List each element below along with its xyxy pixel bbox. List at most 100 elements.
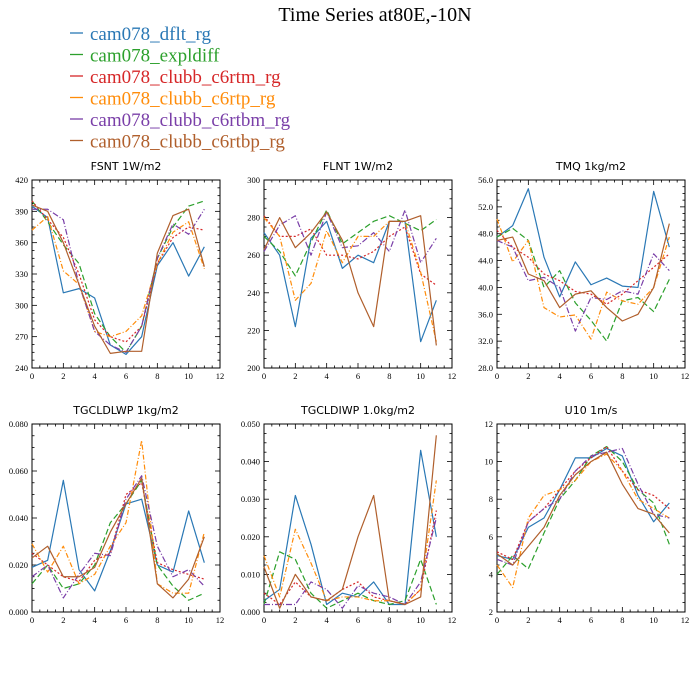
- x-tick-label: 6: [356, 615, 360, 625]
- panel-title: TGCLDLWP 1kg/m2: [72, 404, 178, 417]
- x-tick-label: 8: [620, 615, 624, 625]
- x-tick-label: 12: [216, 371, 225, 381]
- y-tick-label: 420: [15, 175, 28, 185]
- x-tick-label: 8: [155, 615, 159, 625]
- panel-title: TGCLDIWP 1.0kg/m2: [300, 404, 415, 417]
- x-tick-label: 4: [558, 615, 563, 625]
- legend-label: cam078_clubb_c6rtp_rg: [90, 89, 276, 110]
- y-tick-label: 56.0: [478, 175, 493, 185]
- legend: cam078_dflt_rgcam078_expldiffcam078_club…: [70, 24, 291, 153]
- series-line: [31, 204, 205, 354]
- y-tick-label: 40.0: [478, 282, 493, 292]
- y-tick-label: 0.010: [241, 569, 260, 579]
- x-tick-label: 10: [416, 615, 425, 625]
- y-tick-label: 0.000: [9, 607, 28, 617]
- y-tick-label: 36.0: [478, 309, 493, 319]
- y-tick-label: 390: [15, 206, 28, 216]
- x-tick-label: 10: [184, 371, 193, 381]
- series-line: [31, 479, 205, 592]
- series-line: [263, 551, 437, 609]
- series-line: [263, 211, 437, 346]
- series-line: [263, 449, 437, 606]
- plot-frame: [263, 179, 453, 369]
- x-tick-label: 10: [649, 371, 658, 381]
- series-line: [32, 208, 205, 353]
- x-tick-label: 12: [448, 615, 457, 625]
- series-line: [263, 480, 437, 606]
- series-line: [31, 479, 205, 601]
- x-tick-label: 0: [262, 615, 266, 625]
- series-line: [496, 239, 670, 332]
- x-tick-label: 2: [293, 615, 297, 625]
- legend-label: cam078_clubb_c6rtbm_rg: [90, 110, 291, 131]
- x-tick-label: 2: [526, 615, 530, 625]
- y-tick-label: 240: [15, 363, 28, 373]
- series-line: [496, 453, 670, 589]
- legend-label: cam078_clubb_c6rtm_rg: [90, 67, 281, 88]
- x-tick-label: 0: [262, 371, 266, 381]
- series-line: [264, 517, 437, 609]
- y-tick-label: 200: [247, 363, 260, 373]
- x-tick-label: 4: [93, 371, 98, 381]
- x-tick-label: 10: [416, 371, 425, 381]
- series-line: [496, 227, 670, 342]
- series-line: [31, 439, 205, 594]
- x-tick-label: 6: [124, 371, 128, 381]
- chart-panel: FLNT 1W/m2 0 2 4 6 8 10 12 200 220 240 260 280 300: [247, 160, 456, 381]
- y-tick-label: 0.060: [9, 466, 28, 476]
- legend-label: cam078_expldiff: [90, 46, 220, 67]
- y-tick-label: 330: [15, 269, 28, 279]
- y-tick-label: 2: [489, 607, 493, 617]
- y-tick-label: 44.0: [478, 256, 493, 266]
- y-tick-label: 32.0: [478, 336, 493, 346]
- y-tick-label: 4: [489, 569, 494, 579]
- x-tick-label: 10: [649, 615, 658, 625]
- series-line: [263, 209, 437, 264]
- panel-title: FLNT 1W/m2: [323, 160, 393, 173]
- y-tick-label: 0.040: [9, 513, 28, 523]
- x-tick-label: 2: [293, 371, 297, 381]
- y-tick-label: 10: [485, 457, 494, 467]
- plot-frame: [263, 423, 453, 613]
- y-tick-label: 6: [489, 532, 493, 542]
- y-tick-label: 0.030: [241, 494, 260, 504]
- series-line: [496, 223, 670, 322]
- x-tick-label: 12: [681, 371, 690, 381]
- figure-title: Time Series at80E,-10N: [278, 4, 471, 26]
- x-tick-label: 6: [589, 371, 593, 381]
- x-tick-label: 0: [495, 615, 499, 625]
- x-tick-label: 8: [387, 615, 391, 625]
- series-line: [263, 435, 437, 609]
- x-tick-label: 2: [61, 371, 65, 381]
- series-line: [496, 229, 670, 305]
- y-tick-label: 12: [485, 419, 494, 429]
- y-tick-label: 0.050: [241, 419, 260, 429]
- x-tick-label: 6: [124, 615, 128, 625]
- series-line: [496, 188, 670, 298]
- y-tick-label: 48.0: [478, 229, 493, 239]
- chart-panel: TGCLDLWP 1kg/m2 0 2 4 6 8 10 12 0.000 0.020 0.040 0…: [9, 404, 224, 625]
- x-tick-label: 12: [448, 371, 457, 381]
- series-line: [31, 477, 205, 599]
- y-tick-label: 360: [15, 238, 28, 248]
- chart-panel: FSNT 1W/m2 0 2 4 6 8 10 12 240 270 300 330 360 390 420: [15, 160, 224, 381]
- x-tick-label: 4: [558, 371, 563, 381]
- series-line: [263, 220, 437, 343]
- x-tick-label: 4: [325, 615, 330, 625]
- series-line: [31, 215, 205, 338]
- chart-panel: TGCLDIWP 1.0kg/m2 0 2 4 6 8 10 12 0.000 0.010 0.02…: [241, 404, 456, 625]
- y-tick-label: 280: [247, 213, 260, 223]
- x-tick-label: 2: [526, 371, 530, 381]
- x-tick-label: 10: [184, 615, 193, 625]
- x-tick-label: 2: [61, 615, 65, 625]
- y-tick-label: 300: [15, 300, 28, 310]
- series-line: [496, 445, 670, 575]
- x-tick-label: 8: [620, 371, 624, 381]
- series-line: [31, 482, 205, 583]
- series-line: [263, 510, 437, 606]
- panel-title: U10 1m/s: [565, 404, 618, 417]
- series-line: [496, 447, 670, 560]
- y-tick-label: 0.080: [9, 419, 28, 429]
